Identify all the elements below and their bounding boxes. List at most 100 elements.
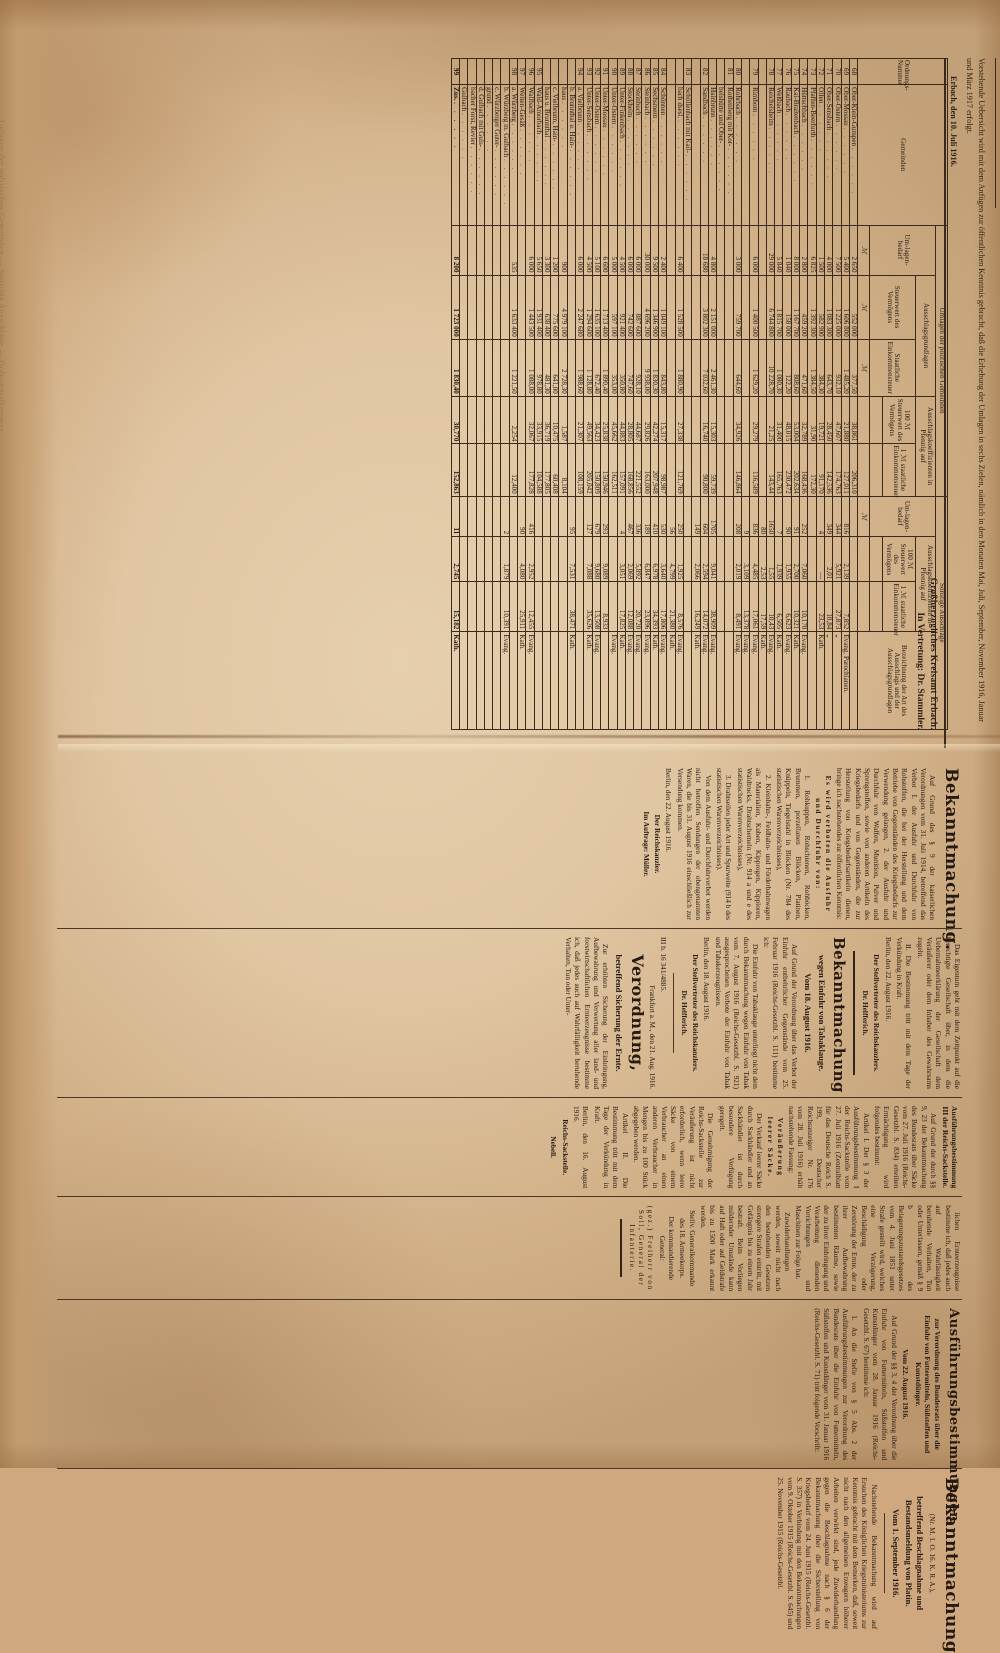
cell-koeff-100 <box>567 396 576 444</box>
cell-umlagenbedarf: 5 400 <box>841 225 850 275</box>
cell-sonstige-koeff-1: 8,576 <box>675 581 684 632</box>
cell-einkommensteuer: 1 830,40 <box>451 339 460 397</box>
cell-sonstige-umlagenbedarf: 127 <box>583 496 593 537</box>
cell-ordnungsnummer: 85 <box>650 58 659 85</box>
cell-sonstige-koeff-1 <box>542 581 551 632</box>
cell-sonstige-koeff-100: 1,925 <box>675 536 684 582</box>
cell-sonstige-koeff-1 <box>467 581 477 632</box>
cell-umlagenbedarf: 6 400 <box>675 225 684 275</box>
cell-gemeinde-name: Schönnen . . . . . . <box>658 84 667 226</box>
cell-gemeinde-name: Schöllenbach mit Kail- . . . . . . <box>683 84 692 226</box>
table-body: 68 Ober-Klein-Gumpen . . . . . .2 650 552 … <box>451 58 858 730</box>
column-verordnung-ernte-fortsetzung: lichen Ernteerzeugnisse bestimme ich, da… <box>57 1196 962 1300</box>
cell-gemeinde-name: b. Würzberg m. Gulbach . . . . . . <box>500 84 510 226</box>
cell-koeff-100: 42,274 <box>650 396 659 444</box>
col2-date: Berlin, den 22. August 1916. <box>883 937 893 1022</box>
cell-ordnungsnummer: 71 <box>824 58 833 85</box>
col1-item-2: 3. Drahtseilen jeder Art und Spurweite (… <box>715 768 734 920</box>
cell-bezeichnung: Evang. <box>675 631 684 730</box>
cell-bezeichnung <box>492 631 501 730</box>
cell-einkommensteuer: 2 728,30 <box>558 339 568 397</box>
cell-koeff-100 <box>467 396 477 444</box>
cell-ordnungsnummer <box>675 58 684 85</box>
cell-koeff-1: 60,408 <box>550 443 559 497</box>
cell-steuerwert: 1 294 600 <box>583 275 593 340</box>
cell-sonstige-koeff-100 <box>476 536 485 582</box>
table-row: 85 Sechsmern . . . . . .9 500 1 346 900 1 8… <box>650 58 659 730</box>
cell-sonstige-umlagenbedarf: 95 <box>567 496 576 537</box>
cell-sonstige-koeff-1 <box>724 581 734 632</box>
cell-steuerwert: 1 635 100 <box>592 275 601 340</box>
cell-sonstige-koeff-100 <box>849 536 858 582</box>
table-row: 81 Rothenberg mit Kor- . . . . . . <box>724 58 734 730</box>
cell-koeff-100 <box>484 396 493 444</box>
cell-einkommensteuer: 932,10 <box>832 339 842 397</box>
cell-steuerwert <box>484 275 493 340</box>
cell-sonstige-koeff-100: 7,060 <box>799 536 808 582</box>
cell-bezeichnung: Evang. <box>641 631 651 730</box>
col2-body3-0: Zur erhöhten Sicherung der Einbringung, … <box>563 937 611 1089</box>
cell-sonstige-koeff-100 <box>608 536 618 582</box>
cell-sonstige-koeff-1: 20,720 <box>633 581 642 632</box>
cell-einkommensteuer: 2 461,30 <box>708 339 717 397</box>
table-row: 90 Unter-Ostern . . . . . .5 000 597 100 35… <box>608 58 618 730</box>
cell-ordnungsnummer: 90 <box>608 58 618 85</box>
cell-bezeichnung: Kath. <box>617 631 626 730</box>
col2-title3: Verordnung, <box>627 954 647 1072</box>
cell-sonstige-koeff-1: 8,933 <box>600 581 609 632</box>
cell-umlagenbedarf <box>683 225 692 275</box>
cell-ordnungsnummer: 78 <box>766 58 775 85</box>
cell-steuerwert: 1 931 400 <box>534 275 543 340</box>
footnote-signature: In Vertretung: Dr. Stammler. <box>914 612 925 730</box>
page-edge-bottom <box>0 1442 1000 1468</box>
cell-koeff-1: 177,805 <box>542 443 551 497</box>
cell-sonstige-umlagenbedarf: 410 <box>650 496 659 537</box>
cell-koeff-1: 174,763 <box>832 443 842 497</box>
table-row: b. Würzberg m. Gulbach . . . . . . 2 1,879… <box>500 58 510 730</box>
cell-gemeinde-name: belshütte und Ober- . . . . . . <box>716 84 725 226</box>
cell-umlagenbedarf: 3 300 <box>542 225 551 275</box>
cell-koeff-1 <box>691 443 701 497</box>
cell-bezeichnung: Kath. <box>451 631 460 730</box>
cell-koeff-1: 108,159 <box>575 443 584 497</box>
cell-koeff-100: 31,90 <box>807 396 817 444</box>
cell-bezeichnung: Evang. <box>500 631 510 730</box>
col1-title: Bekanntmachung. <box>941 768 961 951</box>
cell-sonstige-koeff-1: 8,491 <box>733 581 742 632</box>
cell-gemeinde-name: b. Brunnthal u. Hain- . . . . . . <box>567 84 576 226</box>
cell-umlagenbedarf <box>567 225 576 275</box>
cell-sonstige-koeff-1 <box>509 581 518 632</box>
cell-sonstige-umlagenbedarf: 250 <box>675 496 684 537</box>
cell-sonstige-umlagenbedarf: 80 <box>758 496 767 537</box>
cell-sonstige-umlagenbedarf: 189 <box>641 496 651 537</box>
cell-koeff-1: 142,536 <box>824 443 833 497</box>
cell-umlagenbedarf <box>459 225 468 275</box>
cell-einkommensteuer <box>716 339 725 397</box>
cell-umlagenbedarf: 2 400 <box>658 225 667 275</box>
cell-sonstige-umlagenbedarf: 836 <box>749 496 759 537</box>
cell-koeff-1: 163,000 <box>641 443 651 497</box>
cell-sonstige-koeff-100: 4,080 <box>517 536 526 582</box>
cell-gemeinde-name: Sandbach . . . . . . <box>700 84 709 226</box>
cell-bezeichnung: Evang. <box>708 631 717 730</box>
cell-umlagenbedarf <box>492 225 501 275</box>
cell-sonstige-umlagenbedarf: 604 <box>700 496 709 537</box>
cell-sonstige-koeff-1: 13,378 <box>741 581 750 632</box>
cell-sonstige-koeff-1: 38,471 <box>567 581 576 632</box>
cell-sonstige-koeff-1: 10,43 <box>766 581 775 632</box>
cell-einkommensteuer <box>492 339 501 397</box>
paper-crease <box>58 735 1000 738</box>
col2-title2: Bekanntmachung <box>830 937 849 1094</box>
cell-sonstige-koeff-100: 4,485 <box>749 536 759 582</box>
cell-sonstige-koeff-1 <box>683 581 692 632</box>
cell-einkommensteuer: 122,20 <box>783 339 792 397</box>
cell-koeff-1 <box>716 443 725 497</box>
cell-steuerwert: 1 392 300 <box>807 275 817 340</box>
cell-umlagenbedarf: 18 680 <box>700 225 709 275</box>
cell-koeff-1: 162,511 <box>608 443 618 497</box>
cell-bezeichnung <box>683 631 692 730</box>
cell-umlagenbedarf <box>517 225 526 275</box>
cell-koeff-1: 12,400 <box>509 443 518 497</box>
cell-bezeichnung: Kath. <box>774 631 784 730</box>
cell-bezeichnung: Kath. <box>567 631 576 730</box>
